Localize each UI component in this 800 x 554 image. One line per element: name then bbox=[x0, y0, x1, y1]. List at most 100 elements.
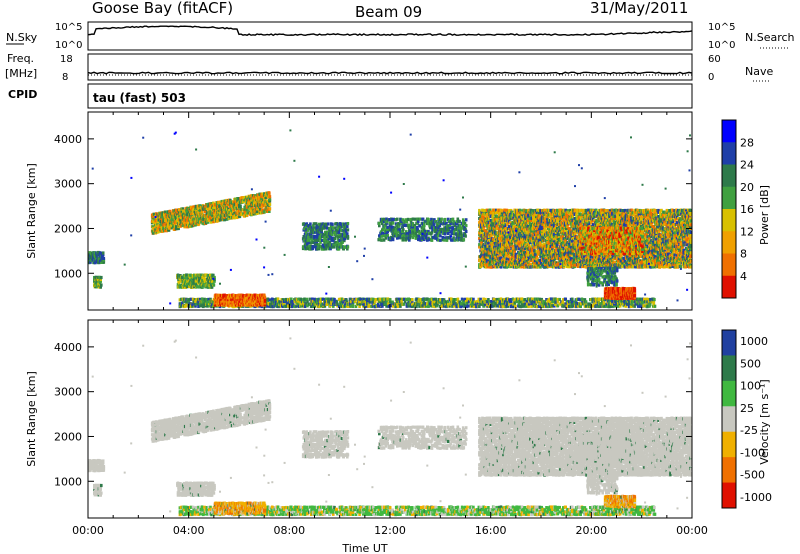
power-cell bbox=[215, 209, 218, 213]
power-cell bbox=[634, 302, 638, 306]
power-cell bbox=[494, 302, 498, 306]
power-cell bbox=[172, 209, 176, 213]
power-cell bbox=[396, 232, 399, 236]
power-cell bbox=[642, 297, 646, 301]
power-cell bbox=[397, 229, 401, 234]
power-cell bbox=[270, 299, 273, 303]
power-cell bbox=[399, 222, 403, 226]
power-cell bbox=[630, 304, 633, 308]
power-cell bbox=[306, 300, 309, 304]
power-cell bbox=[443, 217, 447, 222]
power-cell bbox=[402, 228, 405, 232]
power-cell bbox=[330, 230, 334, 234]
power-cell bbox=[439, 298, 442, 302]
power-cell bbox=[544, 302, 547, 306]
power-cell bbox=[390, 222, 393, 226]
power-cell bbox=[600, 302, 603, 306]
power-cell bbox=[94, 275, 98, 279]
power-cell bbox=[311, 299, 315, 303]
power-cell bbox=[579, 304, 582, 308]
power-cell bbox=[440, 302, 443, 306]
power-cell bbox=[346, 232, 349, 236]
power-cell bbox=[404, 218, 407, 222]
power-cell bbox=[430, 217, 433, 221]
power-cell bbox=[94, 257, 98, 261]
power-cell bbox=[210, 218, 213, 222]
power-cell bbox=[286, 302, 289, 306]
power-cell bbox=[571, 297, 574, 301]
power-cell bbox=[337, 244, 341, 249]
power-cell bbox=[597, 300, 600, 304]
power-cell bbox=[344, 230, 348, 234]
power-cell bbox=[328, 232, 332, 236]
power-cell bbox=[391, 221, 395, 225]
power-cell bbox=[212, 205, 215, 209]
power-cell bbox=[340, 297, 344, 301]
power-cell bbox=[427, 231, 431, 235]
power-cell bbox=[167, 222, 170, 226]
power-cell bbox=[263, 299, 267, 303]
power-cell bbox=[399, 304, 402, 308]
power-cell bbox=[191, 213, 194, 217]
power-cell bbox=[396, 297, 399, 302]
power-cell bbox=[203, 297, 206, 301]
power-cell bbox=[266, 208, 269, 212]
power-cell bbox=[263, 297, 267, 301]
power-cell bbox=[648, 304, 651, 308]
power-cell bbox=[636, 302, 639, 306]
power-cell bbox=[415, 226, 419, 230]
power-cell bbox=[428, 238, 431, 242]
power-cell bbox=[484, 302, 487, 306]
power-cell bbox=[535, 300, 539, 304]
power-cell bbox=[367, 304, 371, 308]
power-cell bbox=[170, 221, 174, 225]
power-cell bbox=[424, 230, 427, 234]
freq-panel bbox=[87, 53, 693, 81]
power-cell bbox=[628, 302, 632, 306]
power-cell bbox=[167, 228, 171, 232]
power-cell bbox=[311, 297, 314, 301]
power-cell bbox=[93, 279, 96, 284]
power-cell bbox=[281, 298, 285, 302]
power-cell bbox=[481, 300, 485, 304]
power-cell bbox=[243, 205, 246, 209]
power-cell bbox=[177, 281, 181, 285]
power-cell bbox=[319, 222, 323, 226]
power-cell bbox=[591, 304, 594, 308]
power-cell bbox=[181, 302, 184, 306]
power-cell bbox=[405, 223, 408, 228]
power-cell bbox=[100, 275, 103, 280]
power-cell bbox=[349, 300, 353, 304]
power-cell bbox=[408, 238, 411, 242]
power-cell bbox=[337, 234, 340, 239]
power-cell bbox=[305, 297, 309, 301]
power-cell bbox=[506, 304, 510, 308]
power-cell bbox=[456, 302, 459, 306]
power-cell bbox=[88, 258, 91, 262]
power-cell bbox=[397, 226, 400, 230]
power-cell bbox=[231, 301, 234, 305]
power-cell bbox=[391, 219, 394, 223]
power-cell bbox=[263, 192, 266, 196]
power-cell bbox=[506, 300, 509, 304]
power-cell bbox=[212, 283, 216, 287]
power-cell bbox=[397, 236, 401, 240]
date-title: 31/May/2011 bbox=[590, 0, 688, 17]
power-cell bbox=[336, 302, 339, 306]
power-cell bbox=[152, 212, 156, 216]
power-cell bbox=[258, 195, 261, 199]
power-cell bbox=[385, 300, 388, 304]
power-cell bbox=[319, 240, 322, 244]
power-cell bbox=[259, 207, 262, 211]
power-cell bbox=[325, 226, 329, 230]
power-cell bbox=[602, 302, 606, 306]
power-cell bbox=[467, 300, 471, 304]
power-cell bbox=[196, 302, 200, 306]
power-cell bbox=[211, 275, 214, 279]
power-cell bbox=[383, 231, 386, 235]
power-cell bbox=[205, 221, 208, 225]
power-cell bbox=[420, 226, 424, 230]
power-cell bbox=[337, 232, 341, 236]
power-cell bbox=[351, 302, 355, 306]
power-cell bbox=[385, 217, 388, 221]
